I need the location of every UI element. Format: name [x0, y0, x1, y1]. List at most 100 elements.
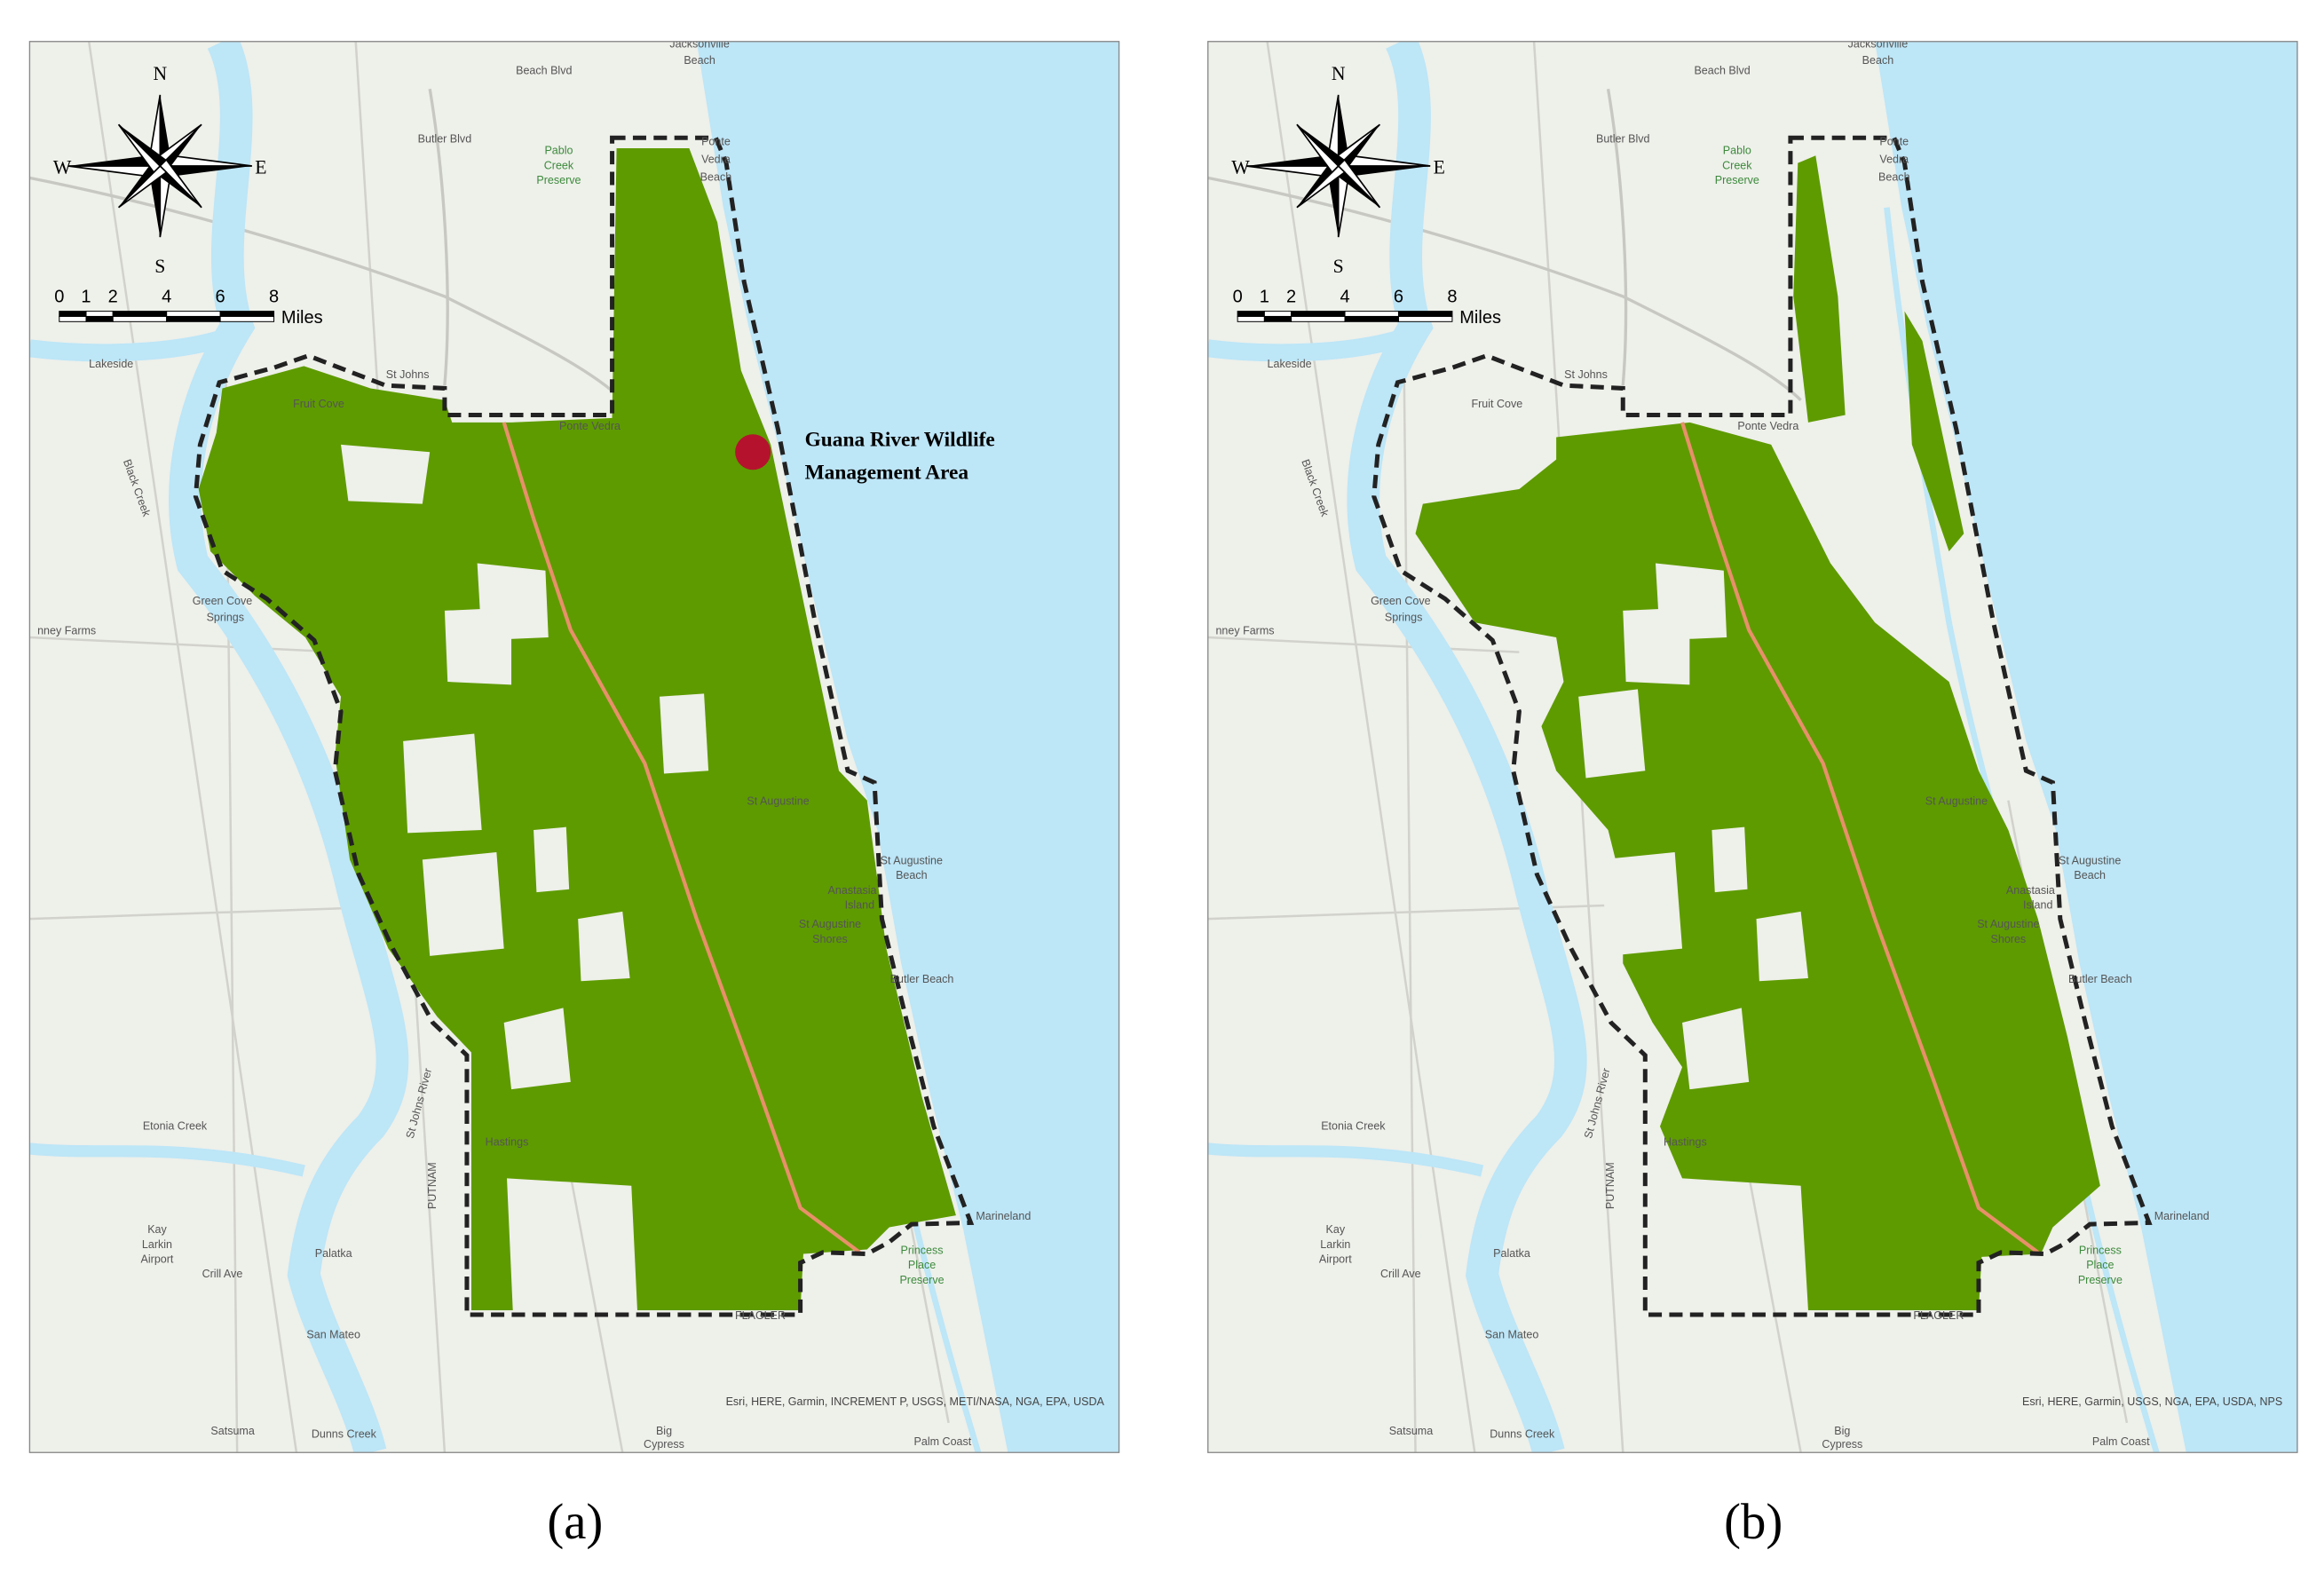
place-label: Marineland — [976, 1210, 1031, 1222]
scale-segment — [59, 315, 87, 322]
place-label: Beach — [684, 54, 715, 67]
place-label: Pablo — [1723, 145, 1751, 157]
scale-unit: Miles — [1459, 308, 1501, 328]
annotation: Guana River Wildlife — [805, 429, 995, 452]
site-marker — [735, 434, 771, 470]
place-label: Hastings — [1664, 1136, 1707, 1149]
scale-label: 8 — [269, 288, 279, 307]
place-label: Beach — [700, 171, 732, 184]
place-label: St Augustine — [1977, 918, 2039, 930]
creek — [29, 1142, 305, 1177]
map-area: Jacksonville Beach Beach Blvd Butler Blvd Pa… — [29, 37, 1119, 1453]
river-branch — [1207, 325, 1419, 362]
place-label: FLAGLER — [735, 1309, 786, 1322]
place-label: Crill Ave — [202, 1268, 243, 1280]
scale-segment — [1344, 311, 1399, 317]
place-label: St Augustine — [1925, 795, 1988, 808]
compass-arm — [1296, 124, 1345, 166]
place-label: Beach — [2074, 869, 2106, 881]
compass-arm — [160, 165, 252, 178]
place-label: FLAGLER — [1913, 1309, 1964, 1322]
compass-arm — [159, 158, 202, 209]
place-label: St Augustine — [747, 795, 809, 808]
gap — [1623, 607, 1690, 685]
compass-arm — [1296, 164, 1347, 209]
scale-segment — [1237, 311, 1265, 317]
gap — [1711, 826, 1748, 893]
caption: (b) — [1724, 1494, 1783, 1550]
gap — [503, 1008, 571, 1090]
place-label: Creek — [544, 159, 574, 171]
compass-arm — [118, 159, 161, 208]
place-label: Dunns Creek — [312, 1428, 377, 1441]
place-label: Satsuma — [1389, 1425, 1433, 1437]
place-label: Fruit Cove — [293, 398, 344, 410]
place-label: Anastasia — [828, 884, 877, 897]
place-label: Preserve — [899, 1274, 944, 1286]
conservation-area — [1793, 155, 1846, 423]
place-label: Beach — [1862, 54, 1894, 67]
gap — [534, 826, 570, 893]
gap — [341, 444, 431, 504]
place-label: Larkin — [142, 1238, 172, 1251]
road — [1207, 903, 1646, 921]
interstate-95 — [502, 422, 536, 519]
place-label: Etonia Creek — [1321, 1119, 1386, 1132]
place-label: Dunns Creek — [1490, 1428, 1555, 1441]
place-label: Kay — [1326, 1223, 1346, 1236]
compass: N S E W — [53, 63, 267, 277]
county-boundary — [1371, 135, 2153, 1317]
gap — [1578, 689, 1646, 779]
compass: N S E W — [1231, 63, 1445, 277]
compass-arm — [154, 165, 202, 208]
place-label: Jacksonville — [669, 37, 730, 50]
annotation: Management Area — [805, 461, 969, 484]
gap — [422, 852, 504, 956]
scale-segment — [1263, 315, 1292, 322]
place-label: Place — [2086, 1259, 2114, 1271]
place-label: Hastings — [486, 1136, 529, 1149]
compass-arm — [1338, 124, 1380, 173]
caption: (a) — [547, 1494, 603, 1550]
river-branch — [29, 325, 241, 362]
compass-e: E — [255, 156, 266, 178]
gap — [403, 733, 482, 834]
place-label: nney Farms — [1215, 625, 1274, 637]
compass-arm — [117, 123, 162, 174]
scale-label: 0 — [54, 288, 64, 307]
place-label: Preserve — [1715, 174, 1759, 186]
place-label: Butler Beach — [2068, 973, 2132, 985]
place-label: St Augustine — [799, 918, 861, 930]
interstate-95 — [1680, 422, 1714, 519]
road — [1606, 88, 1628, 386]
place-label: Big — [1834, 1425, 1850, 1437]
place-label: Ponte Vedra — [1737, 420, 1798, 432]
scale-label: 4 — [162, 288, 171, 307]
place-label: Place — [908, 1259, 936, 1271]
gap — [444, 607, 512, 685]
place-label: Marineland — [2154, 1210, 2209, 1222]
scale-label: 8 — [1447, 288, 1457, 307]
road — [29, 636, 342, 653]
place-label: Creek — [1722, 159, 1752, 171]
gap — [1682, 1008, 1750, 1090]
place-label: nney Farms — [37, 625, 96, 637]
scale-segment — [1397, 311, 1453, 317]
place-label: Cypress — [644, 1438, 684, 1451]
scale-segment — [1291, 311, 1346, 317]
place-label: Shores — [812, 933, 848, 945]
road — [428, 88, 449, 386]
place-label: Fruit Cove — [1471, 398, 1522, 410]
scale-segment — [1397, 315, 1453, 322]
place-label: Green Cove — [1371, 595, 1431, 607]
place-label: Lakeside — [1268, 358, 1312, 370]
place-label: Airport — [141, 1253, 174, 1266]
place-label: Jacksonville — [1848, 37, 1909, 50]
road — [29, 176, 624, 401]
gap — [578, 911, 630, 982]
attribution: Esri, HERE, Garmin, USGS, NGA, EPA, USDA… — [2022, 1395, 2282, 1408]
road — [1207, 176, 1802, 401]
